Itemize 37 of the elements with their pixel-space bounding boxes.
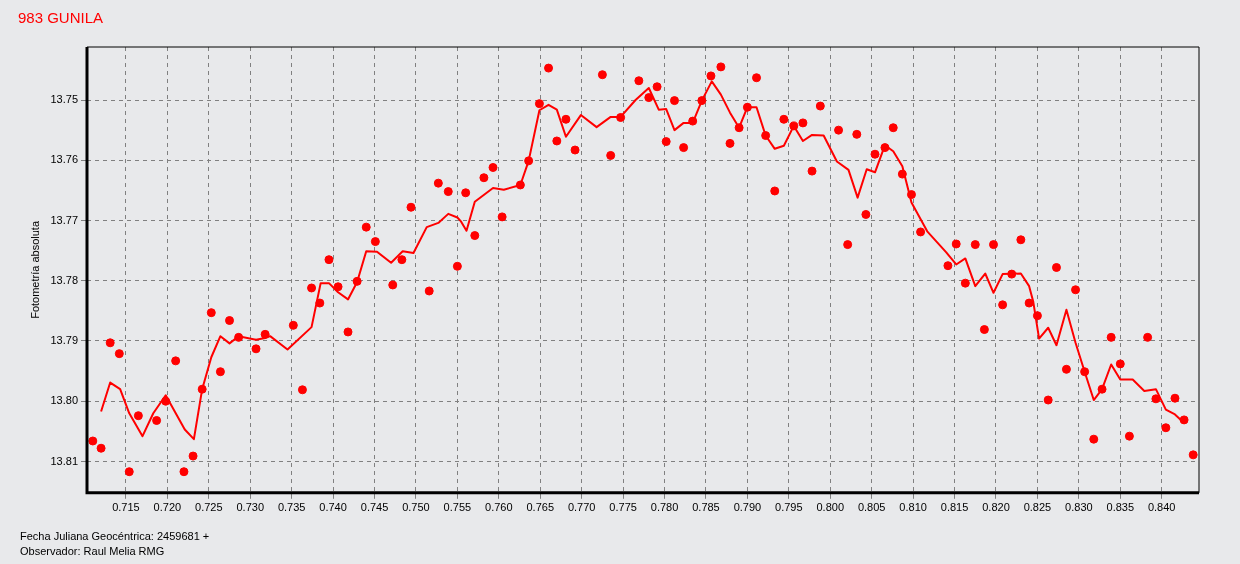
x-tick-label: 0.725 [195,501,223,514]
x-tick-label: 0.840 [1147,501,1176,514]
x-tick-label: 0.815 [940,501,969,514]
y-tick-label: 13.79 [50,334,78,347]
x-tick-label: 0.740 [319,501,347,514]
x-tick-label: 0.775 [609,501,637,514]
x-tick-label: 0.760 [485,501,513,514]
text: Observador: Raul Melia RMG [20,545,165,558]
x-tick-label: 0.795 [775,501,803,514]
x-tick-label: 0.765 [526,501,555,514]
x-tick-label: 0.805 [857,501,886,514]
x-tick-label: 0.730 [236,501,264,514]
x-tick-label: 0.785 [692,501,720,514]
x-tick-label: 0.780 [650,501,679,514]
chart-title: 983 GUNILA [18,9,104,27]
x-tick-label: 0.810 [899,501,927,514]
x-tick-label: 0.790 [733,501,762,514]
x-tick-label: 0.755 [443,501,472,514]
y-axis-title: Fotometría absoluta [29,220,42,319]
x-tick-label: 0.735 [277,501,306,514]
x-tick-label: 0.800 [816,501,845,514]
x-tick-label: 0.745 [360,501,389,514]
x-tick-label: 0.770 [567,501,596,514]
y-tick-label: 13.81 [50,454,78,467]
x-tick-label: 0.820 [982,501,1010,514]
y-tick-label: 13.80 [50,394,78,407]
y-tick-label: 13.76 [50,153,78,166]
y-tick-label: 13.77 [50,213,78,226]
y-tick-label: 13.78 [50,273,78,286]
x-tick-label: 0.715 [112,501,140,514]
x-tick-label: 0.835 [1106,501,1135,514]
x-axis-title: Fecha Juliana Geocéntrica: 2459681 + [20,530,210,543]
x-tick-label: 0.750 [402,501,430,514]
x-tick-label: 0.720 [153,501,182,514]
y-tick-label: 13.75 [50,93,78,106]
x-tick-label: 0.830 [1065,501,1093,514]
x-tick-label: 0.825 [1023,501,1052,514]
